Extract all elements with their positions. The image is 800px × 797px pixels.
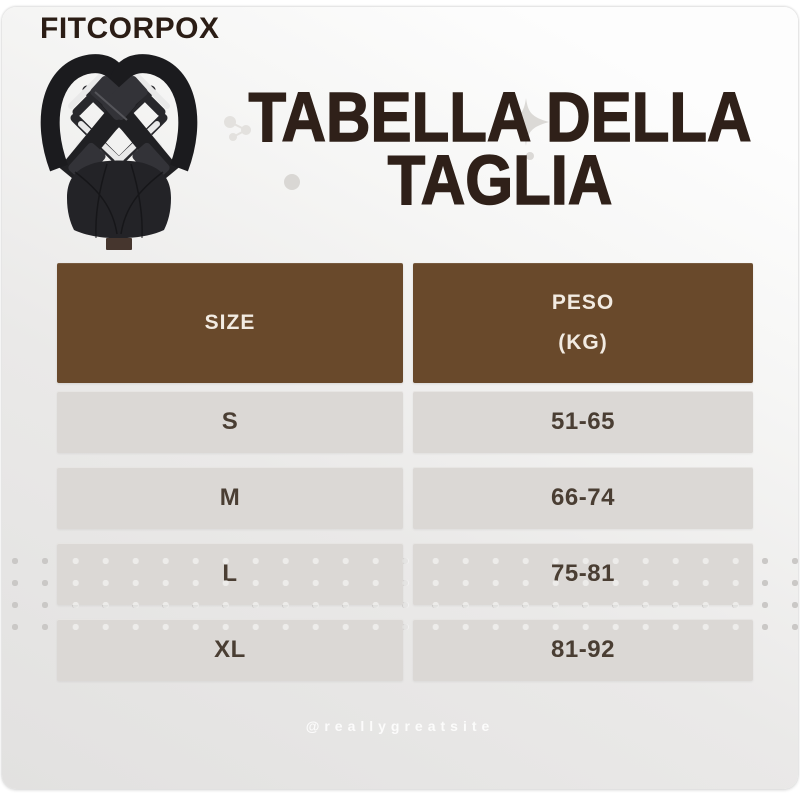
peso-cell: 66-74	[413, 467, 753, 529]
peso-cell: 51-65	[413, 391, 753, 453]
size-cell: L	[57, 543, 403, 605]
molecule-decoration-icon	[224, 116, 251, 141]
size-table: SIZE PESO (KG) S 51-65 M 66-74	[57, 263, 753, 681]
size-cell: S	[57, 391, 403, 453]
header-peso-label-line2: (KG)	[558, 331, 608, 354]
dot-decoration	[284, 174, 300, 190]
table-header-row: SIZE PESO (KG)	[57, 263, 753, 383]
peso-value: 51-65	[551, 408, 615, 435]
header-cell-size: SIZE	[57, 263, 403, 383]
posture-corrector-image	[40, 54, 198, 250]
size-cell: M	[57, 467, 403, 529]
size-value: S	[221, 408, 239, 435]
table-row: S 51-65	[57, 391, 753, 453]
sparkle-icon	[503, 98, 549, 160]
table-row: M 66-74	[57, 467, 753, 529]
header-size-label: SIZE	[204, 311, 256, 334]
peso-cell: 75-81	[413, 543, 753, 605]
watermark: @reallygreatsite	[305, 718, 495, 734]
header-cell-peso: PESO (KG)	[413, 263, 753, 383]
size-value: M	[219, 484, 241, 511]
peso-value: 66-74	[551, 484, 615, 511]
brand-name: FITCORPOX	[40, 12, 220, 45]
page-title-line2: TAGLIA	[387, 141, 613, 219]
page-title-line1: TABELLA DELLA	[248, 78, 752, 156]
table-row: L 75-81	[57, 543, 753, 605]
size-value: XL	[214, 636, 246, 663]
peso-value: 75-81	[551, 560, 615, 587]
table-row: XL 81-92	[57, 619, 753, 681]
size-value: L	[222, 560, 238, 587]
size-cell: XL	[57, 619, 403, 681]
peso-cell: 81-92	[413, 619, 753, 681]
peso-value: 81-92	[551, 636, 615, 663]
page-title: TABELLA DELLA TAGLIA	[236, 78, 764, 219]
header-peso-label-line1: PESO	[551, 291, 615, 314]
